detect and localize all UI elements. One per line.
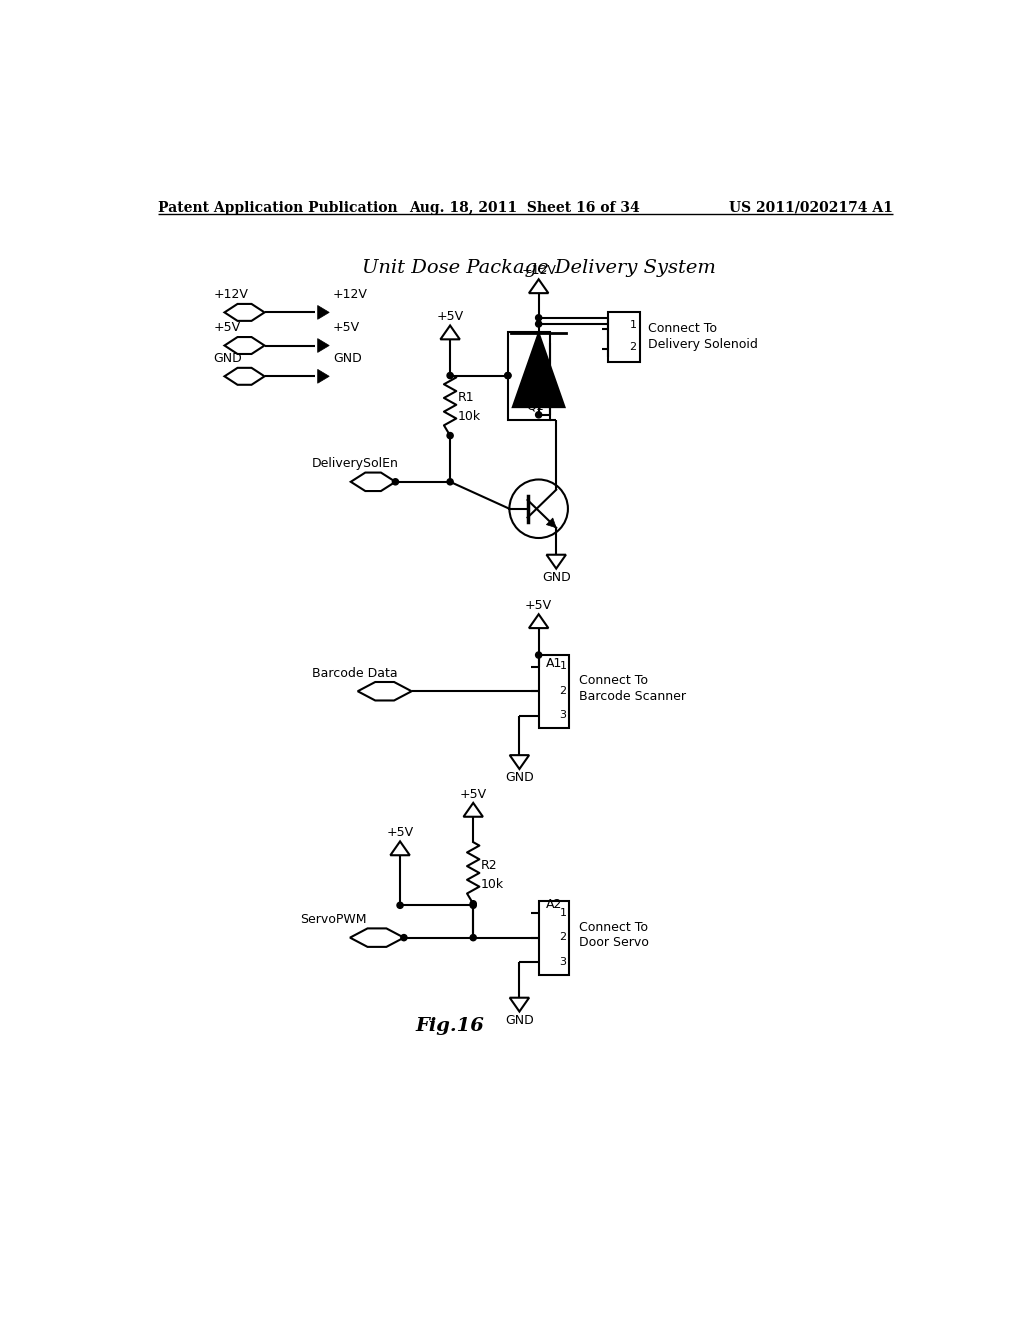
Text: Connect To: Connect To: [579, 675, 648, 688]
Text: +5V: +5V: [214, 321, 241, 334]
Text: +12V: +12V: [333, 288, 368, 301]
Text: US 2011/0202174 A1: US 2011/0202174 A1: [729, 201, 893, 215]
Bar: [539, 655, 569, 729]
Circle shape: [392, 479, 398, 484]
Text: ServoPWM: ServoPWM: [300, 913, 367, 927]
Text: Delivery Solenoid: Delivery Solenoid: [648, 338, 758, 351]
Text: 3: 3: [559, 710, 566, 721]
Text: 1: 1: [630, 321, 637, 330]
Circle shape: [470, 903, 476, 908]
Polygon shape: [317, 339, 330, 352]
Text: 2: 2: [559, 932, 566, 942]
Circle shape: [397, 903, 403, 908]
Text: Barcode Data: Barcode Data: [311, 667, 397, 680]
Text: 10k: 10k: [481, 878, 504, 891]
Circle shape: [470, 900, 476, 907]
Text: GND: GND: [505, 771, 534, 784]
Polygon shape: [317, 305, 330, 319]
Text: Unit Dose Package Delivery System: Unit Dose Package Delivery System: [361, 259, 716, 276]
Text: 1: 1: [559, 661, 566, 671]
Text: R1: R1: [458, 391, 474, 404]
Text: Fig.16: Fig.16: [416, 1016, 484, 1035]
Polygon shape: [317, 370, 330, 383]
Circle shape: [400, 935, 407, 941]
Text: GND: GND: [333, 351, 361, 364]
Text: Connect To: Connect To: [648, 322, 717, 335]
Text: A1: A1: [547, 657, 563, 671]
Text: Patent Application Publication: Patent Application Publication: [158, 201, 397, 215]
Circle shape: [536, 652, 542, 659]
Text: Door Servo: Door Servo: [579, 936, 648, 949]
Text: +5V: +5V: [333, 321, 360, 334]
Bar: [608, 313, 640, 363]
Text: 1: 1: [559, 908, 566, 917]
Circle shape: [505, 372, 511, 379]
Text: +5V: +5V: [386, 826, 414, 840]
Bar: [508, 331, 550, 420]
Text: Barcode Scanner: Barcode Scanner: [579, 689, 686, 702]
Text: +5V: +5V: [436, 310, 464, 323]
Text: Connect To: Connect To: [579, 921, 648, 933]
Text: GND: GND: [214, 351, 243, 364]
Circle shape: [536, 314, 542, 321]
Circle shape: [536, 321, 542, 327]
Polygon shape: [547, 517, 556, 528]
Text: 2: 2: [630, 342, 637, 351]
Circle shape: [447, 372, 454, 379]
Text: +5V: +5V: [525, 599, 552, 612]
Text: +12V: +12V: [521, 264, 556, 277]
Circle shape: [505, 372, 511, 379]
Text: Q1: Q1: [526, 400, 544, 412]
Circle shape: [447, 479, 454, 484]
Bar: [539, 902, 569, 974]
Text: +12V: +12V: [214, 288, 249, 301]
Circle shape: [470, 935, 476, 941]
Text: +5V: +5V: [460, 788, 486, 800]
Circle shape: [447, 433, 454, 438]
Polygon shape: [513, 333, 564, 407]
Circle shape: [536, 412, 542, 418]
Text: 2: 2: [559, 686, 566, 696]
Text: GND: GND: [542, 570, 570, 583]
Text: R2: R2: [481, 859, 498, 871]
Text: Aug. 18, 2011  Sheet 16 of 34: Aug. 18, 2011 Sheet 16 of 34: [410, 201, 640, 215]
Text: DeliverySolEn: DeliverySolEn: [311, 457, 398, 470]
Text: A2: A2: [547, 898, 563, 911]
Text: 3: 3: [559, 957, 566, 966]
Text: GND: GND: [505, 1014, 534, 1027]
Text: 10k: 10k: [458, 409, 481, 422]
